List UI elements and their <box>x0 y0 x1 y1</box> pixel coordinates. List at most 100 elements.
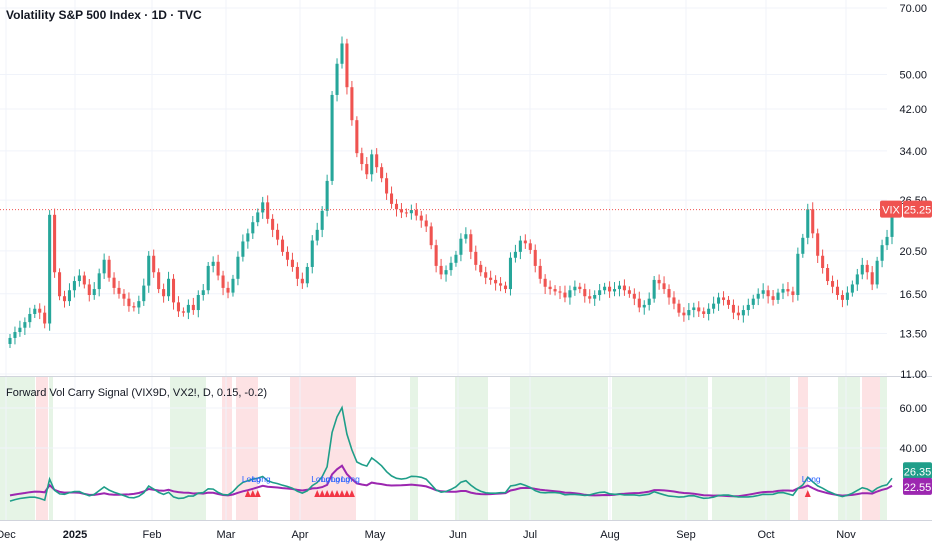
candle-body[interactable] <box>702 311 706 314</box>
candle-body[interactable] <box>117 287 121 294</box>
candle-body[interactable] <box>191 304 195 311</box>
candle-body[interactable] <box>186 304 190 313</box>
candle-body[interactable] <box>171 278 176 303</box>
candle-body[interactable] <box>300 278 304 284</box>
candle-body[interactable] <box>157 272 161 290</box>
candle-body[interactable] <box>335 63 339 95</box>
candle-body[interactable] <box>806 209 810 238</box>
candle-body[interactable] <box>647 298 651 305</box>
candle-body[interactable] <box>62 296 67 302</box>
candle-body[interactable] <box>97 273 101 290</box>
candle-body[interactable] <box>533 249 537 266</box>
candle-body[interactable] <box>474 251 478 265</box>
candle-body[interactable] <box>276 229 280 240</box>
candle-body[interactable] <box>662 283 666 290</box>
candle-body[interactable] <box>627 290 631 294</box>
candle-body[interactable] <box>736 312 740 316</box>
candle-body[interactable] <box>409 210 413 214</box>
candle-body[interactable] <box>87 284 91 296</box>
candle-body[interactable] <box>890 209 894 237</box>
candle-body[interactable] <box>18 327 22 333</box>
candle-body[interactable] <box>860 264 864 275</box>
candle-body[interactable] <box>127 298 131 307</box>
candle-body[interactable] <box>831 281 835 287</box>
candle-body[interactable] <box>687 310 691 316</box>
candle-body[interactable] <box>67 290 71 302</box>
candle-body[interactable] <box>608 286 612 292</box>
candle-body[interactable] <box>176 302 181 312</box>
candle-body[interactable] <box>499 283 503 286</box>
candle-body[interactable] <box>92 289 96 296</box>
candle-body[interactable] <box>424 220 428 227</box>
candle-body[interactable] <box>731 304 735 313</box>
candle-body[interactable] <box>523 240 527 244</box>
candle-body[interactable] <box>479 264 483 273</box>
candle-body[interactable] <box>271 218 275 230</box>
candle-body[interactable] <box>241 241 245 257</box>
candle-body[interactable] <box>603 286 607 291</box>
candle-body[interactable] <box>429 226 433 246</box>
candle-body[interactable] <box>538 265 542 279</box>
candle-body[interactable] <box>102 259 106 274</box>
candle-body[interactable] <box>285 251 290 260</box>
candle-body[interactable] <box>811 209 815 234</box>
candle-body[interactable] <box>380 167 384 179</box>
candle-body[interactable] <box>365 164 369 175</box>
candle-body[interactable] <box>310 240 314 267</box>
candle-body[interactable] <box>206 265 210 291</box>
candle-body[interactable] <box>48 214 52 324</box>
vx2-line[interactable] <box>9 464 893 498</box>
candle-body[interactable] <box>399 209 403 213</box>
candle-body[interactable] <box>588 296 592 299</box>
candle-body[interactable] <box>33 308 37 314</box>
candle-body[interactable] <box>385 178 389 194</box>
candle-body[interactable] <box>553 289 557 292</box>
candle-body[interactable] <box>147 255 151 286</box>
candle-body[interactable] <box>721 297 726 300</box>
candle-body[interactable] <box>226 287 230 293</box>
candle-body[interactable] <box>598 290 602 296</box>
candle-body[interactable] <box>826 268 830 282</box>
candle-body[interactable] <box>617 285 622 290</box>
candle-body[interactable] <box>513 251 517 258</box>
candle-body[interactable] <box>152 255 156 273</box>
candle-body[interactable] <box>370 154 374 175</box>
candle-body[interactable] <box>578 286 582 290</box>
candle-body[interactable] <box>305 266 309 284</box>
candle-body[interactable] <box>469 234 473 252</box>
candle-body[interactable] <box>712 303 716 309</box>
candle-body[interactable] <box>196 295 200 311</box>
candle-body[interactable] <box>642 304 646 308</box>
candle-body[interactable] <box>112 277 116 288</box>
candle-body[interactable] <box>459 238 463 255</box>
candle-body[interactable] <box>489 277 493 280</box>
candle-body[interactable] <box>72 281 76 291</box>
candle-body[interactable] <box>345 43 349 88</box>
candle-body[interactable] <box>216 261 220 276</box>
candle-body[interactable] <box>781 289 785 293</box>
candle-body[interactable] <box>404 212 408 214</box>
candle-body[interactable] <box>107 259 111 278</box>
candle-body[interactable] <box>855 274 859 285</box>
candle-body[interactable] <box>751 298 755 305</box>
candle-body[interactable] <box>756 293 760 299</box>
candle-body[interactable] <box>340 43 344 64</box>
vix9d-line[interactable] <box>9 405 893 502</box>
candle-body[interactable] <box>885 236 889 246</box>
candle-body[interactable] <box>77 275 81 282</box>
candle-body[interactable] <box>741 310 745 316</box>
candle-body[interactable] <box>295 266 299 279</box>
candle-body[interactable] <box>315 229 319 241</box>
candle-body[interactable] <box>573 286 577 291</box>
candle-body[interactable] <box>667 289 671 298</box>
candle-body[interactable] <box>543 278 547 287</box>
candle-body[interactable] <box>38 308 42 313</box>
candle-body[interactable] <box>593 295 597 299</box>
candle-body[interactable] <box>612 289 617 292</box>
candle-body[interactable] <box>875 260 879 285</box>
candle-body[interactable] <box>261 202 265 213</box>
candle-body[interactable] <box>231 278 235 293</box>
candle-body[interactable] <box>330 94 334 181</box>
candle-body[interactable] <box>503 285 508 290</box>
candle-body[interactable] <box>528 243 532 250</box>
